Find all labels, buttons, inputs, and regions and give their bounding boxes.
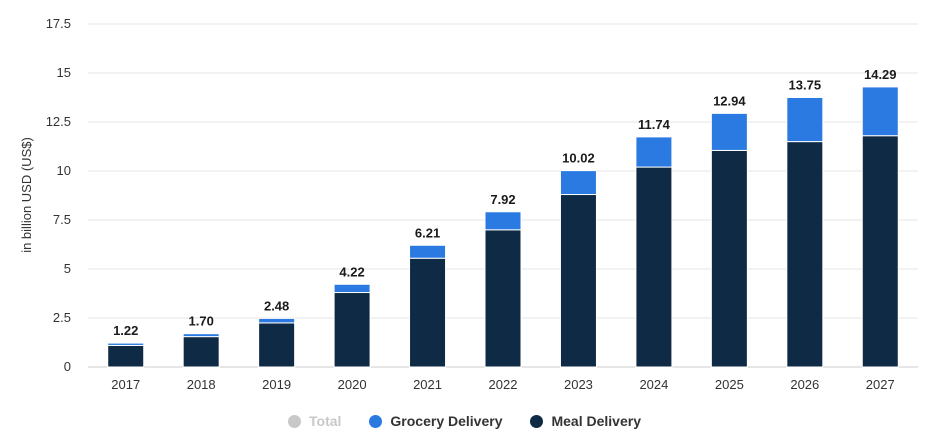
legend-dot-grocery-delivery <box>369 414 383 428</box>
total-data-label: 12.94 <box>713 93 746 108</box>
bar-grocery-delivery[interactable] <box>710 112 748 151</box>
bar-meal-delivery[interactable] <box>635 166 673 368</box>
legend-label-total: Total <box>309 413 342 429</box>
bar-meal-delivery[interactable] <box>107 344 145 368</box>
total-data-label: 4.22 <box>339 264 364 279</box>
bar-meal-delivery[interactable] <box>182 336 220 368</box>
x-tick-label: 2020 <box>338 377 367 392</box>
total-data-label: 1.70 <box>189 314 214 329</box>
legend-dot-total <box>288 414 301 428</box>
total-data-label: 10.02 <box>562 151 595 166</box>
bar-meal-delivery[interactable] <box>484 229 522 368</box>
y-tick-label: 17.5 <box>46 16 71 31</box>
bar-meal-delivery[interactable] <box>559 194 597 368</box>
y-axis-title: in billion USD (US$) <box>19 137 34 253</box>
legend-item-grocery-delivery[interactable]: Grocery Delivery <box>369 413 502 429</box>
bar-grocery-delivery[interactable] <box>786 97 824 143</box>
labels-layer: 1.22 1.70 2.48 4.22 6.21 7.92 10.02 11.74 12.94 1… <box>113 67 896 338</box>
bar-meal-delivery[interactable] <box>861 135 899 368</box>
x-tick-label: 2021 <box>413 377 442 392</box>
bar-meal-delivery[interactable] <box>710 149 748 368</box>
axis-layer: 0 2.5 5 7.5 10 12.5 15 17.5 2017 2018 2019 2020 2021… <box>46 16 895 392</box>
bar-grocery-delivery[interactable] <box>182 333 220 338</box>
y-tick-label: 2.5 <box>53 310 71 325</box>
legend-item-meal-delivery[interactable]: Meal Delivery <box>530 413 641 429</box>
bar-grocery-delivery[interactable] <box>635 136 673 168</box>
x-tick-label: 2017 <box>111 377 140 392</box>
y-tick-label: 5 <box>64 261 71 276</box>
x-tick-label: 2025 <box>715 377 744 392</box>
total-data-label: 1.22 <box>113 323 138 338</box>
bar-grocery-delivery[interactable] <box>484 211 522 231</box>
y-tick-label: 12.5 <box>46 114 71 129</box>
legend-label-meal-delivery: Meal Delivery <box>551 413 641 429</box>
total-data-label: 7.92 <box>490 192 515 207</box>
total-data-label: 14.29 <box>864 67 897 82</box>
bar-meal-delivery[interactable] <box>786 141 824 368</box>
total-data-label: 2.48 <box>264 298 289 313</box>
total-data-label: 13.75 <box>789 78 822 93</box>
x-tick-label: 2018 <box>187 377 216 392</box>
bar-grocery-delivery[interactable] <box>409 244 447 259</box>
legend-label-grocery-delivery: Grocery Delivery <box>390 413 503 429</box>
legend-dot-meal-delivery <box>530 414 544 428</box>
bar-grocery-delivery[interactable] <box>333 283 371 294</box>
bar-meal-delivery[interactable] <box>409 257 447 368</box>
y-tick-label: 15 <box>57 65 71 80</box>
bars-layer <box>107 86 899 368</box>
legend: Total Grocery Delivery Meal Delivery <box>0 409 929 433</box>
x-tick-label: 2027 <box>866 377 895 392</box>
bar-meal-delivery[interactable] <box>258 322 296 368</box>
bar-grocery-delivery[interactable] <box>559 170 597 196</box>
x-tick-label: 2024 <box>639 377 668 392</box>
x-tick-label: 2023 <box>564 377 593 392</box>
total-data-label: 6.21 <box>415 225 440 240</box>
y-tick-label: 7.5 <box>53 212 71 227</box>
bar-grocery-delivery[interactable] <box>258 317 296 324</box>
y-tick-label: 10 <box>57 163 71 178</box>
x-tick-label: 2022 <box>489 377 518 392</box>
bar-grocery-delivery[interactable] <box>107 342 145 346</box>
stacked-bar-chart: 1.22 1.70 2.48 4.22 6.21 7.92 10.02 11.74 12.94 1… <box>19 16 918 392</box>
legend-item-total[interactable]: Total <box>288 413 341 429</box>
x-tick-label: 2019 <box>262 377 291 392</box>
bar-meal-delivery[interactable] <box>333 292 371 368</box>
bar-grocery-delivery[interactable] <box>861 86 899 137</box>
x-tick-label: 2026 <box>790 377 819 392</box>
y-tick-label: 0 <box>64 359 71 374</box>
total-data-label: 11.74 <box>638 117 671 132</box>
